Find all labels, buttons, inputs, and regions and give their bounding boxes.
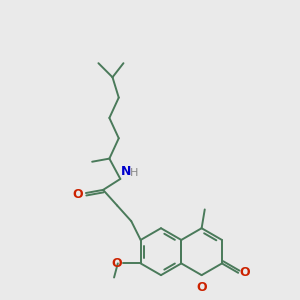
Text: O: O [111, 257, 122, 270]
Text: N: N [121, 165, 131, 178]
Text: O: O [240, 266, 250, 279]
Text: O: O [196, 281, 207, 294]
Text: O: O [73, 188, 83, 201]
Text: H: H [130, 168, 138, 178]
